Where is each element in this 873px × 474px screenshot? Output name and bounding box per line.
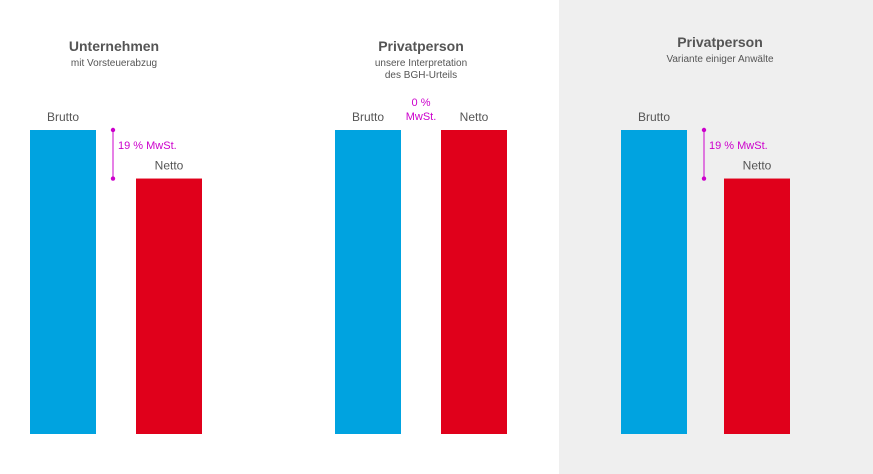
highlight-panel-background	[559, 0, 873, 474]
bar-netto	[136, 178, 202, 434]
bar-netto	[441, 130, 507, 434]
panel-title: Privatperson	[378, 38, 464, 54]
bar-label-netto: Netto	[743, 159, 772, 173]
panel-title: Privatperson	[677, 34, 763, 50]
bar-label-brutto: Brutto	[47, 110, 79, 124]
bar-label-netto: Netto	[460, 110, 489, 124]
bar-brutto	[30, 130, 96, 434]
vat-bracket-top-marker	[701, 127, 707, 133]
bar-brutto	[335, 130, 401, 434]
vat-bracket-bottom-marker	[110, 176, 116, 181]
bar-label-brutto: Brutto	[638, 110, 670, 124]
panel-subtitle: Variante einiger Anwälte	[666, 54, 774, 65]
panel-title: Unternehmen	[69, 38, 159, 54]
vat-label: 19 % MwSt.	[118, 140, 177, 152]
panel-subtitle: mit Vorsteuerabzug	[71, 58, 157, 69]
bar-netto	[724, 178, 790, 434]
vat-label: MwSt.	[406, 111, 437, 123]
vat-bracket-bottom-marker	[701, 176, 707, 181]
panel-subtitle: des BGH-Urteils	[385, 70, 457, 81]
vat-bracket-top-marker	[110, 127, 116, 133]
panel-subtitle: unsere Interpretation	[375, 58, 467, 69]
bar-label-brutto: Brutto	[352, 110, 384, 124]
vat-label: 0 %	[412, 97, 431, 109]
vat-label: 19 % MwSt.	[709, 140, 768, 152]
bar-brutto	[621, 130, 687, 434]
bar-label-netto: Netto	[155, 159, 184, 173]
